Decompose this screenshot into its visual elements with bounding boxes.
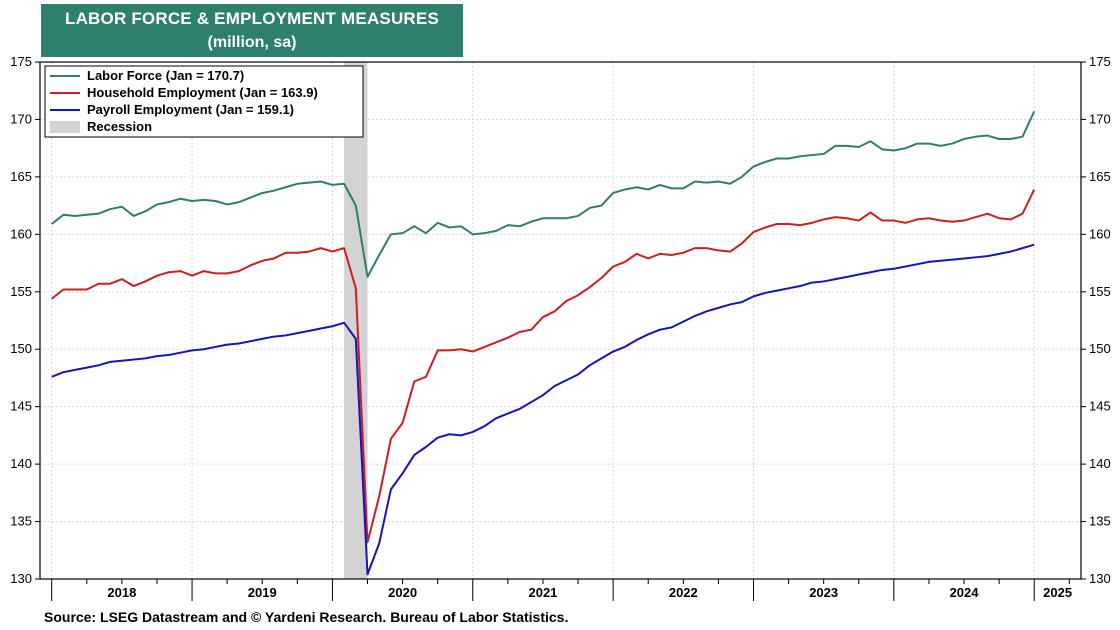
y-tick-label-right: 160 xyxy=(1089,226,1111,241)
y-tick-label-right: 140 xyxy=(1089,456,1111,471)
legend: Labor Force (Jan = 170.7) Household Emplo… xyxy=(44,65,364,138)
y-tick-label-left: 170 xyxy=(10,111,32,126)
legend-label: Payroll Employment (Jan = 159.1) xyxy=(87,102,294,117)
x-tick-label: 2024 xyxy=(950,585,980,600)
y-tick-label-right: 150 xyxy=(1089,341,1111,356)
y-tick-label-left: 130 xyxy=(10,571,32,586)
y-tick-label-left: 160 xyxy=(10,226,32,241)
y-tick-label-right: 135 xyxy=(1089,514,1111,529)
legend-swatch-recession xyxy=(50,121,80,133)
y-tick-label-right: 170 xyxy=(1089,111,1111,126)
legend-label: Household Employment (Jan = 163.9) xyxy=(87,85,318,100)
legend-label: Labor Force (Jan = 170.7) xyxy=(87,68,244,83)
x-tick-label: 2020 xyxy=(388,585,417,600)
y-tick-label-left: 165 xyxy=(10,169,32,184)
x-tick-label: 2022 xyxy=(669,585,698,600)
gridlines xyxy=(40,61,1081,580)
x-tick-label: 2021 xyxy=(528,585,557,600)
y-tick-label-left: 145 xyxy=(10,399,32,414)
y-tick-label-right: 155 xyxy=(1089,284,1111,299)
x-axis-ticks: 2018 2019 2020 2021 2022 2023 2024 2025 xyxy=(51,579,1072,601)
series-line-1 xyxy=(51,110,1036,278)
source-note: Source: LSEG Datastream and © Yardeni Re… xyxy=(44,609,569,625)
y-tick-label-left: 135 xyxy=(10,514,32,529)
y-axis-ticks: 130 130 135 135 140 140 145 145 150 150 155 155 160 1… xyxy=(10,54,1110,586)
x-tick-label: 2025 xyxy=(1043,585,1072,600)
y-tick-label-right: 175 xyxy=(1089,54,1111,69)
chart-title: LABOR FORCE & EMPLOYMENT MEASURES xyxy=(64,9,439,28)
x-tick-label: 2023 xyxy=(809,585,838,600)
x-tick-label: 2018 xyxy=(107,585,136,600)
y-tick-label-left: 140 xyxy=(10,456,32,471)
y-tick-label-left: 175 xyxy=(10,54,32,69)
legend-box xyxy=(44,65,364,138)
legend-label-recession: Recession xyxy=(87,119,152,134)
y-tick-label-left: 150 xyxy=(10,341,32,356)
x-tick-label: 2019 xyxy=(248,585,277,600)
series-lines xyxy=(51,110,1036,576)
y-tick-label-left: 155 xyxy=(10,284,32,299)
series-line-2 xyxy=(51,189,1036,544)
series-line-3 xyxy=(51,243,1035,576)
chart-title-box: LABOR FORCE & EMPLOYMENT MEASURES (milli… xyxy=(41,4,463,57)
y-tick-label-right: 165 xyxy=(1089,169,1111,184)
y-tick-label-right: 145 xyxy=(1089,399,1111,414)
y-tick-label-right: 130 xyxy=(1089,571,1111,586)
plot-frame xyxy=(39,61,1082,580)
chart-subtitle: (million, sa) xyxy=(207,34,297,51)
